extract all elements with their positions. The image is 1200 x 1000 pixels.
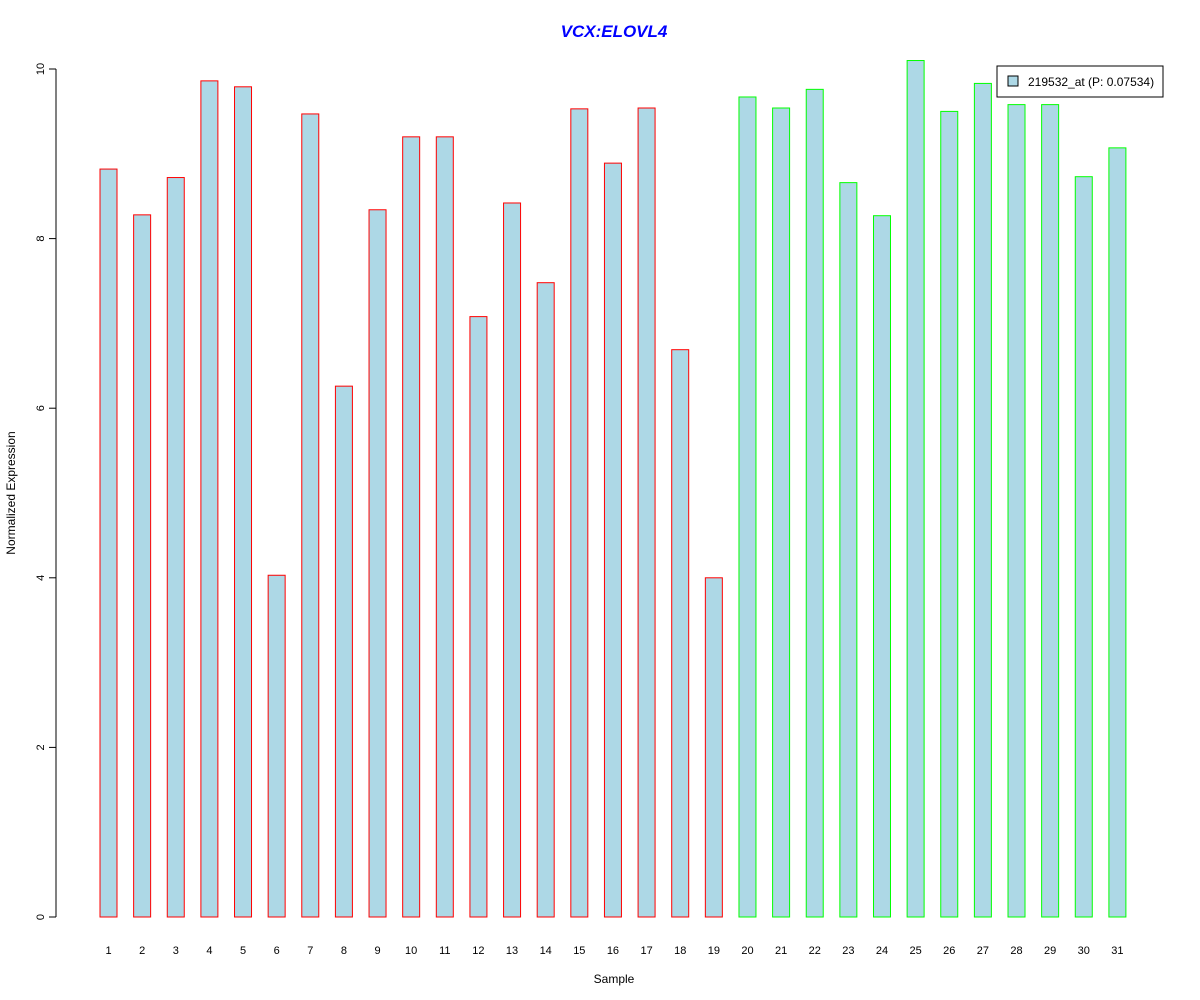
bar-sample-8 bbox=[334, 385, 353, 918]
x-axis-label: Sample bbox=[594, 972, 635, 986]
x-tick-labels: 1 2 3 4 5 6 7 8 9 10 11 12 13 14 15 16 17 18 19 20 21 22 23 24 2… bbox=[105, 945, 1123, 957]
x-tick-label: 16 bbox=[607, 945, 619, 957]
legend-swatch bbox=[1007, 75, 1019, 87]
bar-sample-23 bbox=[839, 182, 858, 918]
bar-sample-18 bbox=[671, 349, 690, 918]
bar-sample-10 bbox=[402, 136, 421, 918]
y-axis-label: Normalized Expression bbox=[4, 431, 18, 554]
x-tick-label: 27 bbox=[977, 945, 989, 957]
y-tick-label: 8 bbox=[35, 236, 47, 242]
y-tick-label: 10 bbox=[35, 63, 47, 75]
bar-sample-21 bbox=[772, 107, 791, 918]
bar-sample-19 bbox=[704, 577, 723, 918]
bar-sample-27 bbox=[973, 82, 992, 918]
bar-sample-17 bbox=[637, 107, 656, 918]
bar-sample-6 bbox=[267, 574, 286, 918]
bar-sample-28 bbox=[1007, 104, 1026, 918]
legend: 219532_at (P: 0.07534) bbox=[996, 65, 1164, 98]
x-tick-label: 12 bbox=[472, 945, 484, 957]
x-tick-label: 5 bbox=[240, 945, 246, 957]
chart-title: VCX:ELOVL4 bbox=[561, 22, 668, 41]
x-tick-label: 2 bbox=[139, 945, 145, 957]
x-tick-label: 17 bbox=[640, 945, 652, 957]
bar-sample-7 bbox=[301, 113, 320, 918]
bar-sample-14 bbox=[536, 282, 555, 918]
x-tick-label: 3 bbox=[173, 945, 179, 957]
x-tick-label: 24 bbox=[876, 945, 888, 957]
y-tick-label: 0 bbox=[35, 914, 47, 920]
x-tick-label: 25 bbox=[909, 945, 921, 957]
bar-sample-11 bbox=[435, 136, 454, 918]
x-tick-label: 26 bbox=[943, 945, 955, 957]
bar-sample-24 bbox=[872, 215, 891, 918]
x-tick-label: 18 bbox=[674, 945, 686, 957]
bar-sample-16 bbox=[603, 162, 622, 918]
bar-sample-5 bbox=[234, 86, 253, 918]
x-tick-label: 22 bbox=[809, 945, 821, 957]
y-tick-label: 6 bbox=[35, 405, 47, 411]
legend-entry-label: 219532_at (P: 0.07534) bbox=[1028, 75, 1154, 89]
bar-sample-30 bbox=[1074, 176, 1093, 918]
bar-sample-31 bbox=[1108, 147, 1127, 918]
x-tick-label: 14 bbox=[540, 945, 552, 957]
x-tick-label: 21 bbox=[775, 945, 787, 957]
bar-sample-2 bbox=[133, 214, 152, 918]
x-tick-label: 23 bbox=[842, 945, 854, 957]
bar-sample-25 bbox=[906, 60, 925, 918]
bar-sample-1 bbox=[99, 168, 118, 918]
x-tick-label: 4 bbox=[206, 945, 212, 957]
bar-sample-22 bbox=[805, 88, 824, 918]
legend-box bbox=[996, 65, 1164, 98]
bars-group bbox=[99, 60, 1127, 918]
bar-sample-4 bbox=[200, 80, 219, 918]
bar-sample-20 bbox=[738, 96, 757, 918]
bar-sample-26 bbox=[940, 110, 959, 918]
x-tick-label: 1 bbox=[105, 945, 111, 957]
x-tick-label: 28 bbox=[1010, 945, 1022, 957]
x-tick-label: 19 bbox=[708, 945, 720, 957]
bar-sample-15 bbox=[570, 108, 589, 918]
bar-sample-3 bbox=[166, 177, 185, 918]
y-tick-label: 2 bbox=[35, 744, 47, 750]
x-tick-label: 11 bbox=[439, 945, 450, 957]
x-tick-label: 13 bbox=[506, 945, 518, 957]
bar-sample-12 bbox=[469, 316, 488, 918]
x-tick-label: 10 bbox=[405, 945, 417, 957]
x-tick-label: 15 bbox=[573, 945, 585, 957]
bar-sample-29 bbox=[1041, 104, 1060, 918]
x-tick-label: 29 bbox=[1044, 945, 1056, 957]
bar-sample-13 bbox=[503, 202, 522, 918]
x-tick-label: 8 bbox=[341, 945, 347, 957]
x-tick-label: 7 bbox=[307, 945, 313, 957]
x-tick-label: 20 bbox=[741, 945, 753, 957]
x-tick-label: 9 bbox=[374, 945, 380, 957]
bar-sample-9 bbox=[368, 209, 387, 918]
x-tick-label: 31 bbox=[1111, 945, 1123, 957]
y-tick-label: 4 bbox=[35, 575, 47, 581]
x-tick-label: 30 bbox=[1078, 945, 1090, 957]
x-tick-label: 6 bbox=[274, 945, 280, 957]
y-axis: 0 2 4 6 8 10 bbox=[35, 63, 57, 920]
